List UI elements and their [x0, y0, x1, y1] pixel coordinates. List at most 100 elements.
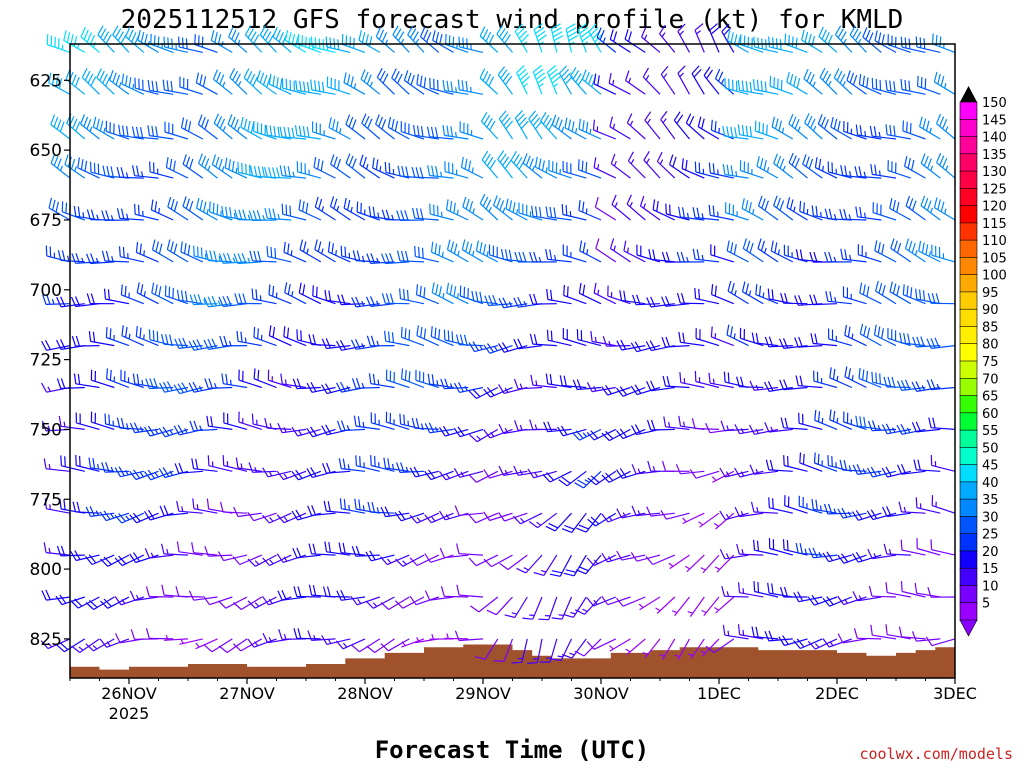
wind-barb: [739, 327, 764, 347]
barb-staff: [681, 168, 705, 179]
barb-feather: [259, 25, 267, 36]
barb-half-feather: [126, 213, 129, 220]
wind-barb: [459, 121, 484, 140]
wind-barb: [726, 240, 749, 263]
barb-half-feather: [405, 466, 409, 473]
barb-feather: [859, 416, 862, 427]
barb-feather: [277, 422, 283, 433]
barb-feather: [741, 281, 746, 292]
barb-feather: [848, 368, 851, 379]
wind-barb: [883, 376, 911, 389]
barb-feather: [660, 110, 668, 120]
barb-feather: [311, 505, 317, 516]
barb-feather: [206, 415, 210, 427]
barb-feather: [89, 161, 92, 173]
wind-barb: [71, 638, 100, 653]
wind-barb: [804, 113, 823, 140]
barb-feather: [99, 511, 107, 521]
barb-half-feather: [48, 463, 51, 470]
barb-feather: [298, 199, 302, 210]
barb-feather: [181, 382, 188, 392]
barb-feather: [346, 199, 351, 211]
barb-feather: [381, 32, 388, 43]
barb-feather: [70, 600, 79, 609]
wind-barb: [50, 114, 71, 140]
wind-barb: [753, 539, 779, 556]
barb-feather: [818, 26, 824, 37]
barb-feather: [824, 32, 830, 43]
barb-feather: [317, 158, 320, 170]
barb-staff: [583, 470, 602, 489]
barb-feather: [514, 110, 523, 119]
wind-barb: [756, 156, 779, 179]
barb-feather: [935, 113, 942, 124]
barb-feather: [806, 71, 812, 82]
barb-feather: [807, 640, 816, 650]
wind-barb: [279, 165, 307, 179]
barb-staff: [240, 596, 263, 611]
barb-feather: [442, 80, 446, 91]
barb-feather: [900, 424, 907, 434]
barb-feather: [779, 586, 785, 598]
wind-barb: [414, 637, 439, 644]
barb-feather: [430, 241, 434, 253]
barb-feather: [784, 417, 789, 429]
barb-feather: [513, 338, 519, 350]
barb-staff: [709, 30, 720, 53]
barb-feather: [446, 239, 451, 250]
barb-half-feather: [622, 512, 627, 518]
barb-half-feather: [92, 644, 98, 650]
barb-staff: [554, 512, 572, 532]
barb-feather: [205, 250, 209, 261]
barb-feather: [818, 158, 822, 170]
wind-barb: [249, 250, 277, 263]
barb-feather: [881, 328, 884, 339]
barb-feather: [580, 30, 590, 38]
barb-half-feather: [862, 468, 866, 474]
barb-feather: [275, 29, 281, 40]
barb-feather: [112, 25, 119, 36]
barb-half-feather: [456, 209, 459, 215]
barb-feather: [513, 297, 519, 308]
barb-feather: [862, 369, 865, 381]
barb-feather: [534, 156, 538, 168]
barb-feather: [247, 638, 255, 648]
wind-barb: [663, 416, 690, 430]
barb-feather: [928, 417, 932, 428]
barb-feather: [116, 208, 121, 219]
barb-feather: [885, 466, 892, 477]
barb-feather: [756, 540, 759, 552]
barb-half-feather: [585, 208, 588, 214]
barb-feather: [771, 583, 774, 594]
barb-half-feather: [47, 642, 53, 648]
colorbar-cell: [959, 567, 978, 587]
barb-feather: [265, 124, 269, 136]
barb-feather: [502, 297, 509, 308]
barb-feather: [423, 328, 427, 340]
barb-feather: [86, 119, 92, 130]
barb-staff: [60, 259, 85, 263]
barb-feather: [175, 586, 180, 597]
barb-feather: [736, 376, 740, 387]
wind-barb: [308, 543, 336, 556]
barb-feather: [468, 160, 472, 172]
wind-barb: [811, 498, 838, 514]
wind-barb: [764, 336, 793, 348]
wind-barb: [415, 369, 439, 389]
wind-barb: [900, 79, 926, 95]
barb-feather: [533, 571, 545, 576]
wind-barb: [529, 419, 557, 431]
barb-feather: [385, 253, 390, 264]
barb-feather: [51, 74, 55, 85]
barb-feather: [358, 499, 361, 510]
barb-staff: [842, 218, 867, 221]
barb-feather: [291, 510, 299, 521]
wind-barb: [899, 332, 926, 347]
barb-feather: [401, 368, 404, 379]
barb-feather: [887, 376, 892, 388]
barb-feather: [483, 511, 491, 521]
wind-barb: [307, 505, 336, 516]
wind-barb: [232, 638, 263, 652]
barb-feather: [56, 378, 62, 389]
barb-feather: [870, 164, 873, 175]
